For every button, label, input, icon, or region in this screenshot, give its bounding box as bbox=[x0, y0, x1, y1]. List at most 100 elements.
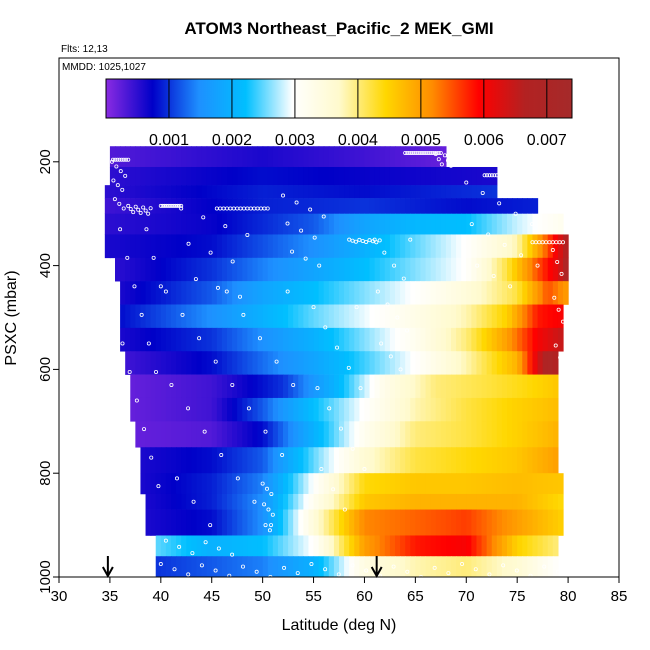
heatmap-cell bbox=[522, 198, 528, 214]
flight-point bbox=[115, 183, 120, 188]
heatmap-cell bbox=[303, 447, 310, 474]
heatmap-cell bbox=[232, 351, 238, 375]
flight-point bbox=[524, 180, 529, 185]
heatmap-cell bbox=[323, 351, 330, 375]
heatmap-cell bbox=[140, 213, 147, 235]
heatmap-cell bbox=[486, 234, 493, 259]
heatmap-cell bbox=[262, 473, 269, 495]
heatmap-cell bbox=[140, 185, 147, 199]
heatmap-cell bbox=[120, 146, 126, 168]
heatmap-cell bbox=[440, 473, 447, 495]
heatmap-cell bbox=[328, 374, 335, 399]
heatmap-cell bbox=[471, 397, 478, 422]
heatmap-cell bbox=[293, 397, 299, 422]
heatmap-cell bbox=[507, 509, 513, 536]
heatmap-cell bbox=[491, 421, 498, 448]
heatmap-cell bbox=[257, 213, 264, 235]
heatmap-cell bbox=[481, 327, 488, 352]
heatmap-cell bbox=[496, 473, 503, 495]
heatmap-cell bbox=[369, 198, 376, 214]
heatmap-cell bbox=[512, 473, 518, 495]
heatmap-cell bbox=[323, 535, 330, 557]
flight-point bbox=[409, 150, 414, 155]
heatmap-cell bbox=[410, 146, 416, 168]
flight-point bbox=[395, 315, 400, 320]
heatmap-cell bbox=[552, 556, 559, 577]
heatmap-cell bbox=[481, 213, 488, 235]
heatmap-cell bbox=[333, 234, 340, 259]
heatmap-cell bbox=[451, 374, 457, 399]
heatmap-cell bbox=[267, 397, 274, 422]
heatmap-cell bbox=[552, 473, 559, 495]
flight-point bbox=[372, 237, 377, 242]
heatmap-cell bbox=[257, 146, 264, 168]
heatmap-cell bbox=[176, 397, 182, 422]
heatmap-cell bbox=[313, 146, 320, 168]
heatmap-cell bbox=[247, 304, 254, 329]
heatmap-cell bbox=[461, 304, 467, 329]
heatmap-cell bbox=[232, 304, 238, 329]
heatmap-cell bbox=[272, 397, 279, 422]
flight-point bbox=[110, 157, 115, 162]
flight-point bbox=[117, 157, 122, 162]
heatmap-cell bbox=[262, 493, 269, 510]
heatmap-cell bbox=[410, 257, 416, 282]
heatmap-layer bbox=[155, 535, 559, 557]
heatmap-cell bbox=[120, 281, 126, 305]
heatmap-cell bbox=[247, 473, 254, 495]
heatmap-cell bbox=[252, 397, 259, 422]
heatmap-cell bbox=[344, 397, 350, 422]
flight-point bbox=[346, 365, 351, 370]
heatmap-cell bbox=[466, 421, 472, 448]
flight-point bbox=[312, 235, 317, 240]
heatmap-cell bbox=[400, 473, 406, 495]
heatmap-cell bbox=[227, 304, 233, 329]
heatmap-cell bbox=[384, 447, 391, 474]
heatmap-cell bbox=[486, 473, 493, 495]
flight-point bbox=[485, 173, 490, 178]
heatmap-cell bbox=[216, 257, 223, 282]
heatmap-cell bbox=[481, 493, 488, 510]
heatmap-cell bbox=[242, 493, 248, 510]
heatmap-cell bbox=[522, 374, 528, 399]
heatmap-cell bbox=[155, 166, 162, 186]
heatmap-cell bbox=[318, 493, 325, 510]
heatmap-cell bbox=[425, 257, 432, 282]
heatmap-cell bbox=[277, 327, 284, 352]
heatmap-cell bbox=[339, 397, 345, 422]
flight-point bbox=[246, 406, 251, 411]
heatmap-cell bbox=[288, 351, 294, 375]
heatmap-cell bbox=[267, 447, 274, 474]
x-tick-label: 60 bbox=[356, 588, 373, 605]
heatmap-cell bbox=[135, 351, 142, 375]
heatmap-cell bbox=[507, 397, 513, 422]
heatmap-cell bbox=[328, 281, 335, 305]
heatmap-cell bbox=[435, 281, 442, 305]
heatmap-cell bbox=[379, 556, 386, 577]
heatmap-cell bbox=[344, 421, 350, 448]
heatmap-cell bbox=[333, 473, 340, 495]
heatmap-cell bbox=[369, 257, 376, 282]
heatmap-cell bbox=[216, 185, 223, 199]
heatmap-cell bbox=[328, 509, 335, 536]
heatmap-cell bbox=[435, 327, 442, 352]
flight-point bbox=[323, 325, 328, 330]
heatmap-cell bbox=[369, 185, 376, 199]
heatmap-cell bbox=[496, 327, 503, 352]
heatmap-cell bbox=[206, 257, 213, 282]
flight-point bbox=[122, 455, 127, 460]
heatmap-cell bbox=[257, 374, 264, 399]
heatmap-cell bbox=[349, 198, 355, 214]
heatmap-cell bbox=[496, 447, 503, 474]
heatmap-cell bbox=[425, 493, 432, 510]
heatmap-cell bbox=[405, 421, 411, 448]
heatmap-cell bbox=[486, 213, 493, 235]
heatmap-cell bbox=[328, 198, 335, 214]
heatmap-cell bbox=[552, 213, 559, 235]
flight-point bbox=[143, 208, 148, 213]
flight-point bbox=[128, 207, 133, 212]
heatmap-cell bbox=[542, 447, 549, 474]
flight-point bbox=[216, 546, 221, 551]
heatmap-cell bbox=[527, 421, 534, 448]
heatmap-cell bbox=[425, 535, 432, 557]
